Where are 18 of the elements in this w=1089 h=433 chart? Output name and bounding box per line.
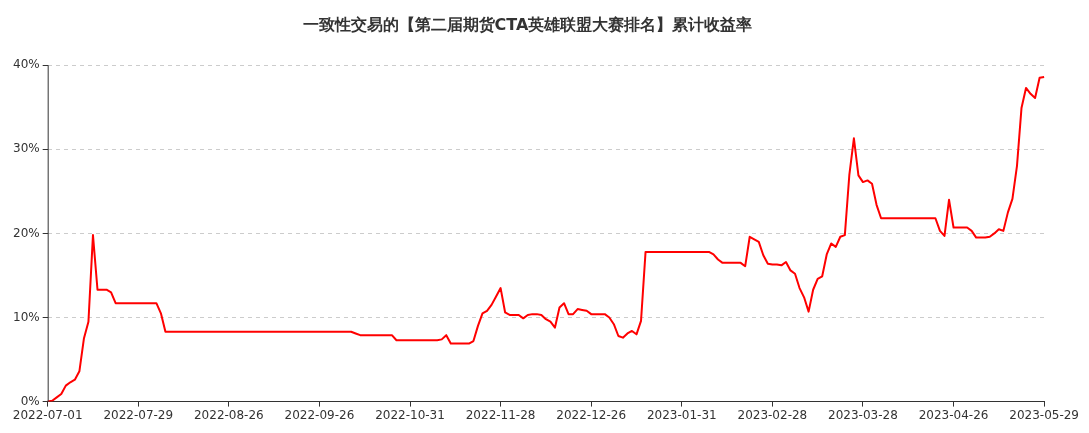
x-tick-label: 2022-11-28 [465,407,536,422]
x-tick-label: 2022-07-29 [103,407,174,422]
y-tick-label: 0% [20,393,40,408]
x-tick-label: 2023-03-28 [828,407,898,422]
y-tick-label: 30% [13,141,40,156]
y-tick-label: 40% [13,57,40,72]
x-tick-label: 2023-05-29 [1009,407,1080,422]
chart-title: 一致性交易的【第二届期货CTA英雄联盟大赛排名】累计收益率 [302,14,753,34]
x-tick-label: 2023-02-28 [737,407,808,422]
y-tick-label: 10% [13,309,40,324]
x-tick-label: 2022-10-31 [375,407,445,422]
x-tick-label: 2023-01-31 [646,407,717,422]
x-tick-label: 2022-12-26 [556,407,627,422]
x-tick-label: 2022-08-26 [193,407,264,422]
x-tick-label: 2022-09-26 [284,407,355,422]
x-tick-label: 2022-07-01 [12,407,83,422]
y-tick-label: 20% [13,225,40,240]
x-tick-label: 2023-04-26 [918,407,989,422]
